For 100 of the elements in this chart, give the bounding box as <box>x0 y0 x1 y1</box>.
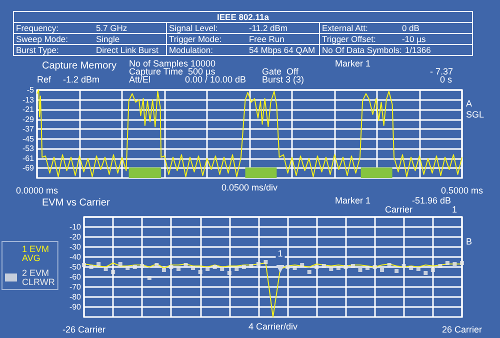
text: Modulation: <box>169 45 214 55</box>
y-tick-label: -40 <box>69 252 82 262</box>
point <box>329 267 334 271</box>
text: Sweep Mode: <box>16 34 69 44</box>
point <box>452 262 457 266</box>
point <box>264 260 268 264</box>
point <box>438 264 442 268</box>
point <box>358 268 362 272</box>
y-tick-label: -29 <box>22 114 35 124</box>
point <box>104 267 108 271</box>
point <box>147 276 152 280</box>
point <box>198 270 202 274</box>
text: Burst 3 (3) <box>262 74 304 84</box>
point <box>96 262 101 266</box>
chart-title: Capture Memory <box>42 60 116 72</box>
y-tick-label: -37 <box>22 124 35 134</box>
point <box>249 264 254 268</box>
y-tick-label: -45 <box>22 134 35 144</box>
point <box>409 266 414 270</box>
point <box>169 265 174 269</box>
text: Trigger Offset: <box>322 34 377 44</box>
point <box>132 265 137 269</box>
text: No Of Data Symbols: <box>322 45 403 55</box>
text: 1 EVM AVG <box>22 244 52 263</box>
text: Frequency: <box>16 23 60 33</box>
y-tick-label: -13 <box>22 95 35 104</box>
point <box>220 267 224 271</box>
point <box>234 267 239 271</box>
text: Marker 1 <box>335 196 371 206</box>
text: Free Run <box>248 34 284 44</box>
point <box>336 266 340 270</box>
text: Trigger Mode: <box>169 34 223 44</box>
point <box>140 264 144 268</box>
point <box>154 263 159 267</box>
point <box>191 266 196 270</box>
legend-label: 2 EVM CLRWR <box>22 268 56 287</box>
point <box>344 265 348 269</box>
y-tick-label: -30 <box>69 242 82 252</box>
y-tick-label: -5 <box>26 86 35 94</box>
point <box>286 265 290 269</box>
x-tick-label: 0.5000 ms <box>440 186 484 196</box>
text: 54 Mbps 64 QAM <box>248 45 316 55</box>
point <box>322 264 326 268</box>
x-tick-label: 0.0000 ms <box>16 186 59 196</box>
text: Att/El <box>129 74 151 84</box>
point <box>300 263 304 267</box>
text: -10 µs <box>402 34 426 44</box>
text: IEEE 802.11a <box>14 12 472 22</box>
point <box>380 268 384 272</box>
point <box>402 264 406 268</box>
y-tick-label: -61 <box>22 154 35 163</box>
point <box>176 267 180 271</box>
text: Marker 1 <box>335 58 371 68</box>
point <box>162 268 166 272</box>
point <box>184 263 188 267</box>
text: Gate Off <box>262 66 299 76</box>
point <box>366 266 370 270</box>
text: 1 <box>452 204 458 214</box>
point <box>206 267 210 271</box>
point <box>387 263 392 267</box>
point <box>126 266 130 270</box>
y-tick-label: -53 <box>22 144 35 154</box>
text: Ref <box>37 74 52 84</box>
point <box>256 262 260 266</box>
text: SGL <box>466 110 484 120</box>
text: Burst Type: <box>16 45 60 55</box>
text: External Att: <box>322 23 369 33</box>
text: 1/1366 <box>404 45 431 55</box>
line-series <box>36 90 462 178</box>
text: -1.2 dBm <box>63 74 100 84</box>
point <box>292 266 297 270</box>
annotation: 1 <box>278 248 283 258</box>
y-tick-label: -21 <box>22 105 35 114</box>
text: Single <box>96 34 120 44</box>
point <box>227 271 232 275</box>
y-tick-label: -10 <box>69 222 82 232</box>
x-tick-label: -26 Carrier <box>62 324 106 334</box>
x-axis-title: 4 Carrier/div <box>248 322 298 332</box>
text: - 7.37 <box>430 66 454 76</box>
y-tick-label: -20 <box>69 232 82 242</box>
text: A <box>466 98 472 108</box>
text: Carrier <box>385 204 413 214</box>
point <box>212 265 217 269</box>
chart-title: EVM vs Carrier <box>42 198 110 208</box>
x-tick-label: 26 Carrier <box>442 324 482 334</box>
text: Signal Level: <box>169 23 219 33</box>
point <box>82 263 86 267</box>
text: Direct Link Burst <box>96 45 158 55</box>
point <box>89 265 94 269</box>
text: No of Samples 10000 <box>129 58 216 68</box>
point <box>430 268 435 272</box>
y-tick-label: -70 <box>69 282 82 292</box>
point <box>118 262 122 266</box>
point <box>372 265 377 269</box>
text: -11.2 dBm <box>248 23 288 33</box>
text: B <box>466 236 472 246</box>
point <box>314 265 319 269</box>
point <box>416 267 420 271</box>
y-tick-label: -80 <box>69 292 82 302</box>
y-tick-label: -60 <box>69 272 82 282</box>
